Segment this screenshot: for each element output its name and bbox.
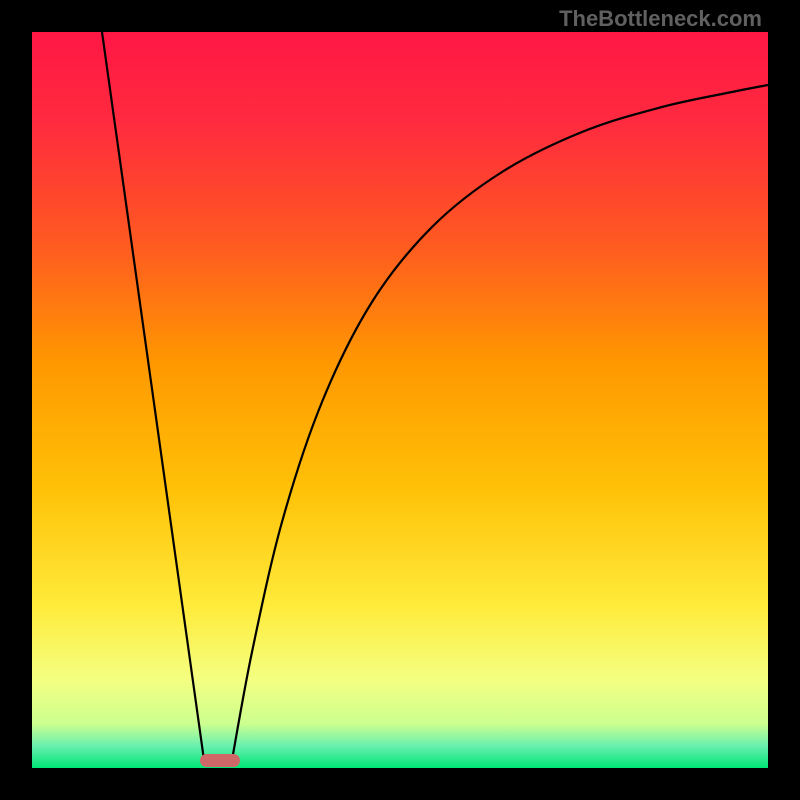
left-line (102, 32, 204, 760)
watermark: TheBottleneck.com (559, 6, 762, 32)
right-curve (232, 85, 768, 760)
optimum-marker (200, 754, 240, 767)
frame-bottom (0, 768, 800, 800)
curve-layer (32, 32, 768, 768)
plot-area (32, 32, 768, 768)
frame-right (768, 0, 800, 800)
frame-left (0, 0, 32, 800)
bottleneck-chart: TheBottleneck.com (0, 0, 800, 800)
